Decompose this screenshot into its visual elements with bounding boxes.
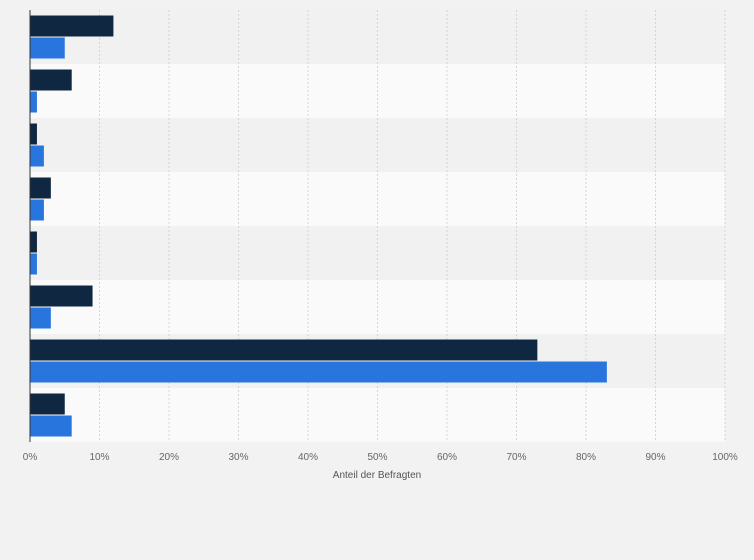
bar-series-2 bbox=[30, 361, 607, 383]
x-tick-label: 50% bbox=[367, 452, 387, 463]
bar-series-2 bbox=[30, 91, 37, 113]
x-tick-labels: 0% 10% 20% 30% 40% 50% 60% 70% 80% 90% 100% bbox=[23, 452, 738, 463]
bar-series-1 bbox=[30, 69, 72, 91]
bar-series-1 bbox=[30, 231, 37, 253]
bar-series-1 bbox=[30, 123, 37, 145]
bar-series-2 bbox=[30, 415, 72, 437]
x-tick-label: 60% bbox=[437, 452, 457, 463]
x-tick-label: 40% bbox=[298, 452, 318, 463]
bar-series-1 bbox=[30, 339, 538, 361]
x-tick-label: 100% bbox=[712, 452, 738, 463]
bar-series-2 bbox=[30, 253, 37, 275]
x-tick-label: 0% bbox=[23, 452, 38, 463]
x-tick-label: 70% bbox=[506, 452, 526, 463]
bar-series-1 bbox=[30, 393, 65, 415]
bars bbox=[30, 15, 607, 437]
bar-series-2 bbox=[30, 199, 44, 221]
x-axis-title: Anteil der Befragten bbox=[333, 470, 421, 481]
bar-series-1 bbox=[30, 285, 93, 307]
bar-series-1 bbox=[30, 177, 51, 199]
x-tick-label: 10% bbox=[89, 452, 109, 463]
x-tick-label: 30% bbox=[228, 452, 248, 463]
bar-series-2 bbox=[30, 145, 44, 167]
x-tick-label: 90% bbox=[645, 452, 665, 463]
x-tick-label: 80% bbox=[576, 452, 596, 463]
x-tick-label: 20% bbox=[159, 452, 179, 463]
bar-series-1 bbox=[30, 15, 114, 37]
bar-series-2 bbox=[30, 307, 51, 329]
bar-series-2 bbox=[30, 37, 65, 59]
